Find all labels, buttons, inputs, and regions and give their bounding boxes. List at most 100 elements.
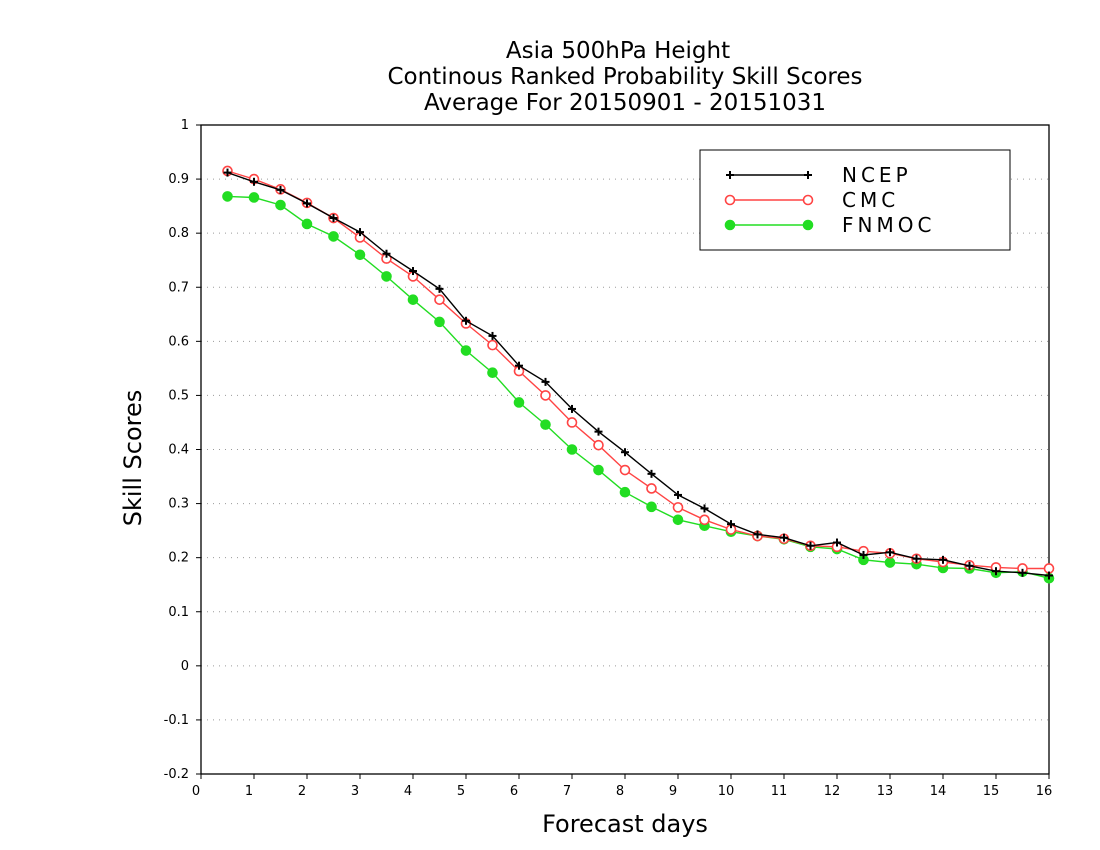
data-point-ncep: [965, 561, 974, 570]
x-tick-label: 7: [563, 784, 571, 799]
data-point-ncep: [780, 533, 788, 542]
data-point-ncep: [329, 214, 338, 223]
data-point-cmc: [540, 390, 551, 401]
x-tick-label: 15: [983, 784, 1000, 799]
data-point-ncep: [594, 427, 603, 436]
data-point-ncep: [1018, 568, 1027, 577]
x-tick-label: 6: [510, 784, 518, 799]
data-point-fnmoc: [434, 316, 445, 328]
data-point-ncep: [435, 284, 444, 293]
y-tick-label: 0.7: [168, 280, 189, 295]
data-point-ncep: [488, 331, 497, 340]
data-point-fnmoc: [593, 464, 604, 476]
data-point-ncep: [621, 448, 629, 457]
legend-marker-fnmoc: [802, 219, 814, 231]
x-tick-label: 16: [1036, 784, 1053, 799]
data-point-fnmoc: [381, 271, 392, 282]
data-point-ncep: [515, 361, 523, 370]
data-point-ncep: [727, 520, 735, 529]
data-point-fnmoc: [513, 397, 525, 408]
data-point-fnmoc: [460, 345, 472, 356]
data-point-ncep: [223, 168, 232, 177]
data-series: [222, 165, 1055, 584]
legend-label-fnmoc: FNMOC: [842, 213, 935, 237]
y-tick-label: 0.3: [168, 497, 189, 512]
data-point-ncep: [409, 267, 417, 276]
x-tick-label: 13: [877, 784, 894, 799]
data-point-ncep: [1045, 571, 1053, 580]
legend-marker-cmc: [802, 194, 814, 206]
x-tick-label: 2: [298, 784, 306, 799]
data-point-fnmoc: [884, 557, 896, 568]
data-point-ncep: [674, 490, 682, 499]
data-point-ncep: [462, 316, 470, 325]
y-tick-label: 0.8: [168, 226, 189, 241]
x-tick-label: 12: [824, 784, 841, 799]
data-point-fnmoc: [301, 218, 313, 230]
data-point-cmc: [593, 439, 604, 451]
data-point-fnmoc: [354, 249, 366, 261]
data-point-ncep: [886, 548, 894, 557]
y-tick-label: 0.5: [168, 388, 189, 403]
chart-title-line-2: Continous Ranked Probability Skill Score…: [387, 64, 862, 90]
data-point-ncep: [939, 555, 947, 564]
legend-marker-ncep: [804, 171, 812, 179]
x-tick-label: 5: [457, 784, 465, 799]
x-tick-label: 10: [718, 784, 735, 799]
data-point-ncep: [541, 377, 550, 386]
y-tick-label: -0.1: [164, 713, 189, 728]
data-point-fnmoc: [407, 294, 419, 305]
data-point-ncep: [859, 550, 868, 559]
data-point-ncep: [992, 567, 1000, 576]
legend-item-fnmoc: FNMOC: [724, 213, 935, 237]
x-tick-label: 1: [245, 784, 253, 799]
legend-item-cmc: CMC: [724, 188, 895, 212]
data-point-ncep: [806, 541, 815, 550]
chart-title-line-1: Asia 500hPa Height: [506, 38, 730, 64]
data-point-ncep: [833, 538, 841, 547]
y-tick-label: 0.4: [168, 443, 189, 458]
chart-title-line-3: Average For 20150901 - 20151031: [424, 90, 826, 116]
data-point-cmc: [566, 417, 578, 428]
data-point-fnmoc: [328, 231, 339, 242]
x-tick-label: 9: [669, 784, 677, 799]
y-tick-label: 0.2: [168, 551, 189, 566]
data-point-cmc: [619, 464, 631, 476]
series-line-ncep: [227, 171, 1050, 577]
data-point-ncep: [568, 404, 576, 413]
legend-marker-cmc: [724, 194, 736, 206]
legend-marker-ncep: [726, 171, 734, 179]
data-point-cmc: [487, 339, 498, 351]
data-point-fnmoc: [248, 192, 260, 203]
y-tick-label: -0.2: [164, 767, 189, 782]
x-tick-label: 14: [930, 784, 947, 799]
x-tick-label: 0: [192, 784, 200, 799]
data-point-fnmoc: [672, 514, 684, 526]
data-point-ncep: [912, 554, 921, 563]
x-tick-label: 4: [404, 784, 412, 799]
y-tick-label: 0.9: [168, 172, 189, 187]
x-tick-label: 8: [616, 784, 624, 799]
y-tick-label: 0.1: [168, 605, 189, 620]
data-point-fnmoc: [487, 367, 498, 379]
data-point-cmc: [434, 294, 445, 305]
series-line-fnmoc: [227, 195, 1050, 579]
y-tick-label: 0: [181, 659, 189, 674]
axis-ticks: [196, 124, 1050, 779]
data-point-fnmoc: [222, 191, 233, 202]
data-point-ncep: [250, 177, 258, 186]
data-point-ncep: [753, 530, 762, 539]
data-point-fnmoc: [646, 501, 657, 513]
x-axis-label: Forecast days: [542, 810, 708, 838]
y-tick-label: 0.6: [168, 334, 189, 349]
data-point-ncep: [382, 249, 391, 258]
data-point-ncep: [647, 469, 656, 478]
data-point-ncep: [276, 185, 285, 194]
data-point-fnmoc: [619, 486, 631, 498]
series-ncep: [223, 168, 1053, 580]
tick-labels: -0.2-0.100.10.20.30.40.50.60.70.80.910 1 2…: [164, 118, 1053, 799]
data-point-fnmoc: [566, 444, 578, 455]
legend-label-ncep: NCEP: [842, 163, 912, 187]
data-point-ncep: [700, 504, 709, 513]
